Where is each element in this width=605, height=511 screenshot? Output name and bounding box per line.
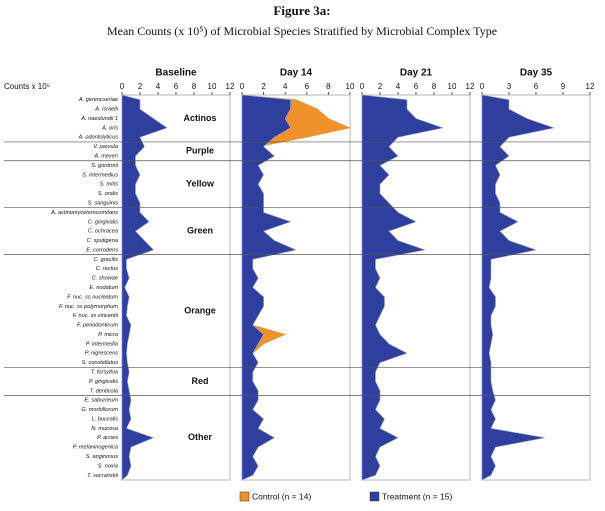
panel-title: Day 21 bbox=[400, 68, 433, 79]
group-label: Actinos bbox=[183, 113, 216, 123]
x-tick-label: 10 bbox=[346, 82, 355, 91]
x-tick-label: 6 bbox=[174, 82, 179, 91]
x-tick-label: 0 bbox=[480, 82, 485, 91]
species-label: S. sanguinis bbox=[88, 200, 119, 206]
panel-title: Day 14 bbox=[280, 68, 313, 79]
species-label: C. sputigena bbox=[87, 238, 118, 244]
species-label: T. denticola bbox=[90, 388, 118, 394]
species-label: V. parvula bbox=[93, 144, 118, 150]
x-tick-label: 6 bbox=[534, 82, 539, 91]
legend-swatch bbox=[369, 491, 380, 502]
species-label: P. intermedia bbox=[86, 341, 118, 347]
species-label: C. gracilis bbox=[93, 257, 118, 263]
area bbox=[121, 94, 168, 481]
group-label: Green bbox=[187, 226, 213, 236]
species-label: L. buccalis bbox=[92, 416, 119, 422]
species-label: A. actinomycetemcomitans bbox=[50, 210, 118, 216]
species-label: F. nuc. ss vincentii bbox=[73, 313, 119, 319]
species-label: P. micra bbox=[98, 332, 118, 338]
x-tick-label: 4 bbox=[156, 82, 161, 91]
species-label: S. gordonii bbox=[91, 163, 118, 169]
species-label: E. corrodens bbox=[86, 247, 118, 253]
group-label: Other bbox=[188, 432, 213, 442]
axis-label: Counts x 10⁵ bbox=[4, 82, 50, 91]
species-label: S. mitis bbox=[100, 182, 119, 188]
x-tick-label: 6 bbox=[414, 82, 419, 91]
x-tick-label: 2 bbox=[261, 82, 266, 91]
species-label: N. mucosa bbox=[91, 426, 118, 432]
species-label: E. saburreum bbox=[84, 398, 118, 404]
x-tick-label: 8 bbox=[326, 82, 331, 91]
x-tick-label: 2 bbox=[138, 82, 143, 91]
chart-title: Figure 3a: bbox=[273, 3, 330, 18]
x-tick-label: 12 bbox=[586, 82, 595, 91]
species-label: C. rectus bbox=[96, 266, 119, 272]
species-label: S. anginosus bbox=[86, 454, 119, 460]
x-tick-label: 9 bbox=[561, 82, 566, 91]
species-label: S. noxia bbox=[98, 463, 118, 469]
x-tick-label: 0 bbox=[120, 82, 125, 91]
legend-label: Control (n = 14) bbox=[252, 491, 311, 501]
species-label: A. meyeri bbox=[93, 154, 118, 160]
species-label: P. melaninogenica bbox=[73, 445, 118, 451]
species-label: C. ochracea bbox=[88, 229, 118, 235]
x-tick-label: 0 bbox=[240, 82, 245, 91]
x-tick-label: 12 bbox=[226, 82, 235, 91]
species-label: S. oralis bbox=[98, 191, 118, 197]
area bbox=[481, 94, 556, 481]
species-label: P. gingivalis bbox=[89, 379, 118, 385]
species-label: E. nodatum bbox=[89, 285, 118, 291]
species-label: P. nigrescens bbox=[85, 351, 118, 357]
species-label: F. periodonticum bbox=[77, 323, 118, 329]
species-label: S. constellatus bbox=[82, 360, 119, 366]
x-tick-label: 8 bbox=[192, 82, 197, 91]
x-tick-label: 4 bbox=[283, 82, 288, 91]
x-tick-label: 12 bbox=[466, 82, 475, 91]
x-tick-label: 0 bbox=[360, 82, 365, 91]
species-label: F. nuc. ss polymorphum bbox=[59, 304, 118, 310]
area bbox=[361, 94, 445, 481]
species-label: C. gingivalis bbox=[88, 219, 118, 225]
species-label: A. gerencseriae bbox=[78, 97, 118, 103]
panel-title: Day 35 bbox=[520, 68, 553, 79]
x-tick-label: 10 bbox=[448, 82, 457, 91]
species-label: A. israelii bbox=[94, 107, 118, 113]
legend-swatch bbox=[239, 491, 250, 502]
x-tick-label: 4 bbox=[396, 82, 401, 91]
group-label: Orange bbox=[184, 305, 216, 315]
species-label: F. nuc. ss nucleatum bbox=[67, 294, 118, 300]
species-label: P. acnes bbox=[97, 435, 118, 441]
chart-subtitle: Mean Counts (x 10⁵) of Microbial Species… bbox=[107, 24, 497, 38]
panel-title: Baseline bbox=[155, 68, 197, 79]
species-label: S. intermedius bbox=[82, 172, 118, 178]
species-label: T. socranskii bbox=[87, 473, 119, 479]
group-label: Yellow bbox=[186, 179, 215, 189]
group-label: Purple bbox=[186, 146, 214, 156]
species-label: G. morbillorum bbox=[81, 407, 118, 413]
group-label: Red bbox=[191, 376, 208, 386]
x-tick-label: 10 bbox=[208, 82, 217, 91]
species-label: T. forsythia bbox=[91, 369, 118, 375]
species-label: A. odontolyticus bbox=[78, 135, 119, 141]
x-tick-label: 3 bbox=[507, 82, 512, 91]
x-tick-label: 6 bbox=[305, 82, 310, 91]
x-tick-label: 2 bbox=[378, 82, 383, 91]
species-label: A. naeslundii 1 bbox=[80, 116, 118, 122]
legend-label: Treatment (n = 15) bbox=[382, 491, 452, 501]
area bbox=[241, 94, 297, 481]
species-label: A. oris bbox=[101, 125, 118, 131]
species-label: C. showae bbox=[92, 276, 118, 282]
x-tick-label: 8 bbox=[432, 82, 437, 91]
